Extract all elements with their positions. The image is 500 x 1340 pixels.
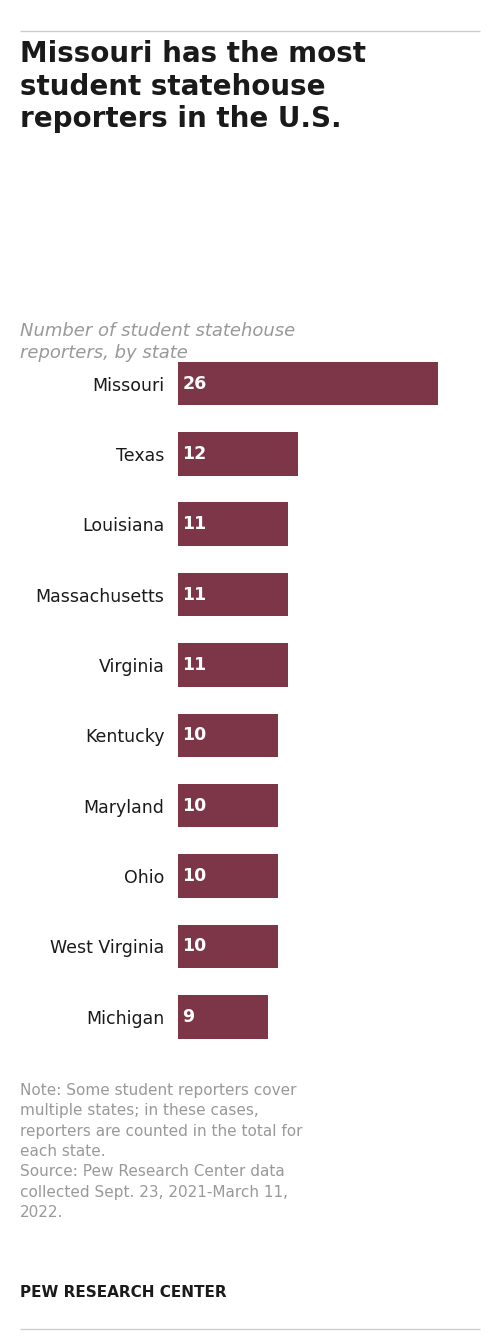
Text: 26: 26	[182, 375, 207, 393]
Bar	[178, 784, 278, 828]
Text: 11: 11	[182, 657, 207, 674]
Bar	[178, 431, 298, 476]
Text: 10: 10	[182, 938, 207, 955]
Bar	[178, 643, 288, 687]
Bar	[178, 925, 278, 969]
Bar	[178, 362, 438, 406]
Text: 11: 11	[182, 586, 207, 603]
Text: Missouri has the most
student statehouse
reporters in the U.S.: Missouri has the most student statehouse…	[20, 40, 366, 133]
Bar	[178, 572, 288, 616]
Bar	[178, 854, 278, 898]
Text: PEW RESEARCH CENTER: PEW RESEARCH CENTER	[20, 1285, 227, 1300]
Text: Note: Some student reporters cover
multiple states; in these cases,
reporters ar: Note: Some student reporters cover multi…	[20, 1083, 302, 1221]
Text: 10: 10	[182, 797, 207, 815]
Text: 10: 10	[182, 726, 207, 744]
Bar	[178, 502, 288, 547]
Text: 11: 11	[182, 516, 207, 533]
Text: 12: 12	[182, 445, 207, 462]
Bar	[178, 994, 268, 1038]
Text: 9: 9	[182, 1008, 194, 1025]
Bar	[178, 713, 278, 757]
Text: 10: 10	[182, 867, 207, 884]
Text: Number of student statehouse
reporters, by state: Number of student statehouse reporters, …	[20, 322, 295, 362]
